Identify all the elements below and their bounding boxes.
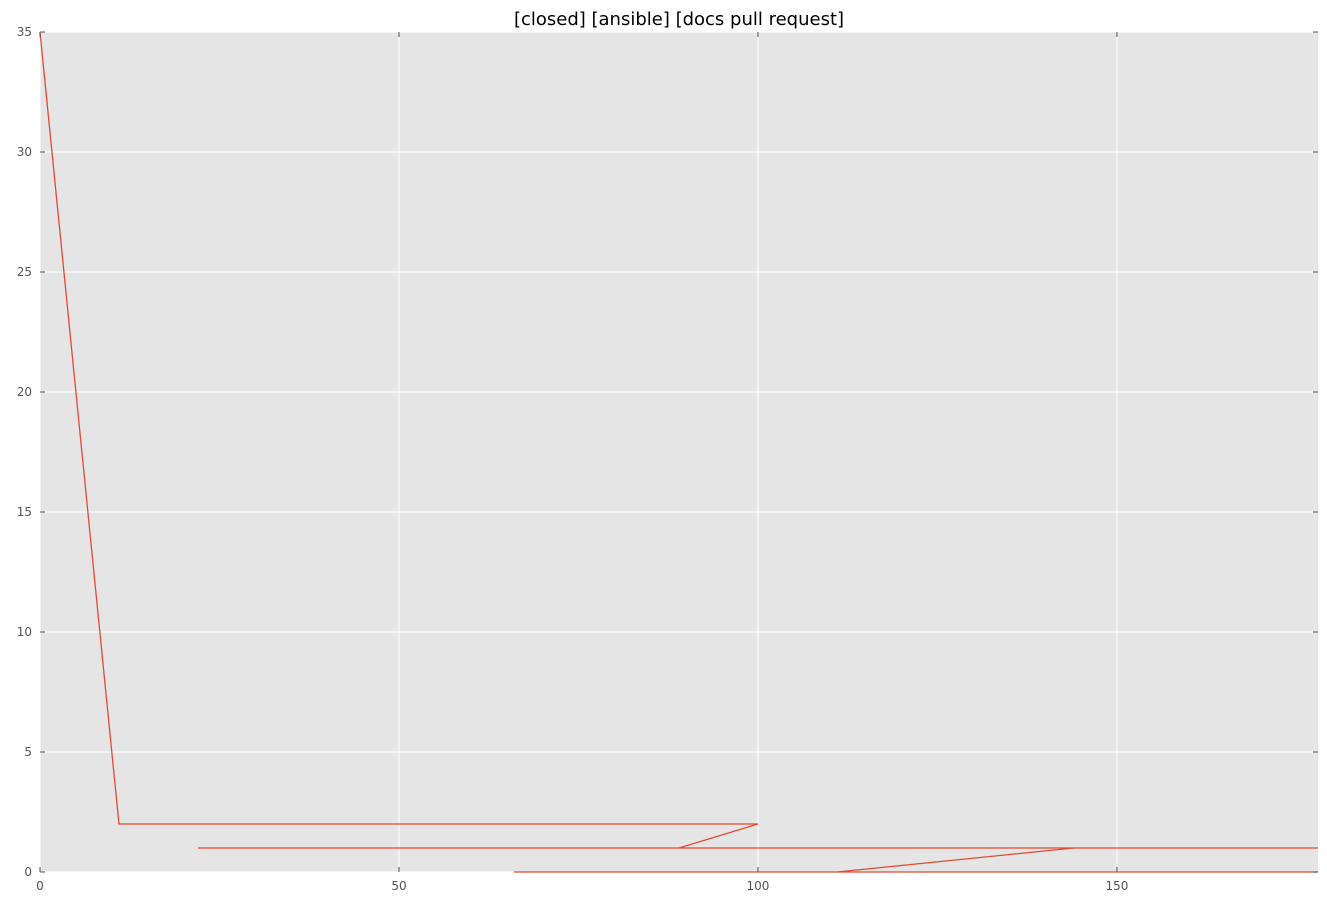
x-tick-label: 50 [391,879,406,893]
y-tick-label: 0 [24,865,32,879]
series-layer [39,31,1318,873]
y-tick-label: 35 [17,25,32,39]
x-tick-label: 0 [36,879,44,893]
y-tick-label: 5 [24,745,32,759]
tick-labels: 0 50 100 150 0 5 10 15 20 25 30 35 [17,25,1129,893]
y-tick-label: 10 [17,625,32,639]
y-tick-label: 20 [17,385,32,399]
y-tick-label: 25 [17,265,32,279]
x-tick-label: 150 [1106,879,1129,893]
series-line [39,31,1318,873]
chart-title: [closed] [ansible] [docs pull request] [514,9,844,30]
x-tick-label: 100 [747,879,770,893]
plot-area-background [40,32,1318,872]
axis-ticks [39,31,1318,873]
y-tick-label: 30 [17,145,32,159]
y-tick-label: 15 [17,505,32,519]
